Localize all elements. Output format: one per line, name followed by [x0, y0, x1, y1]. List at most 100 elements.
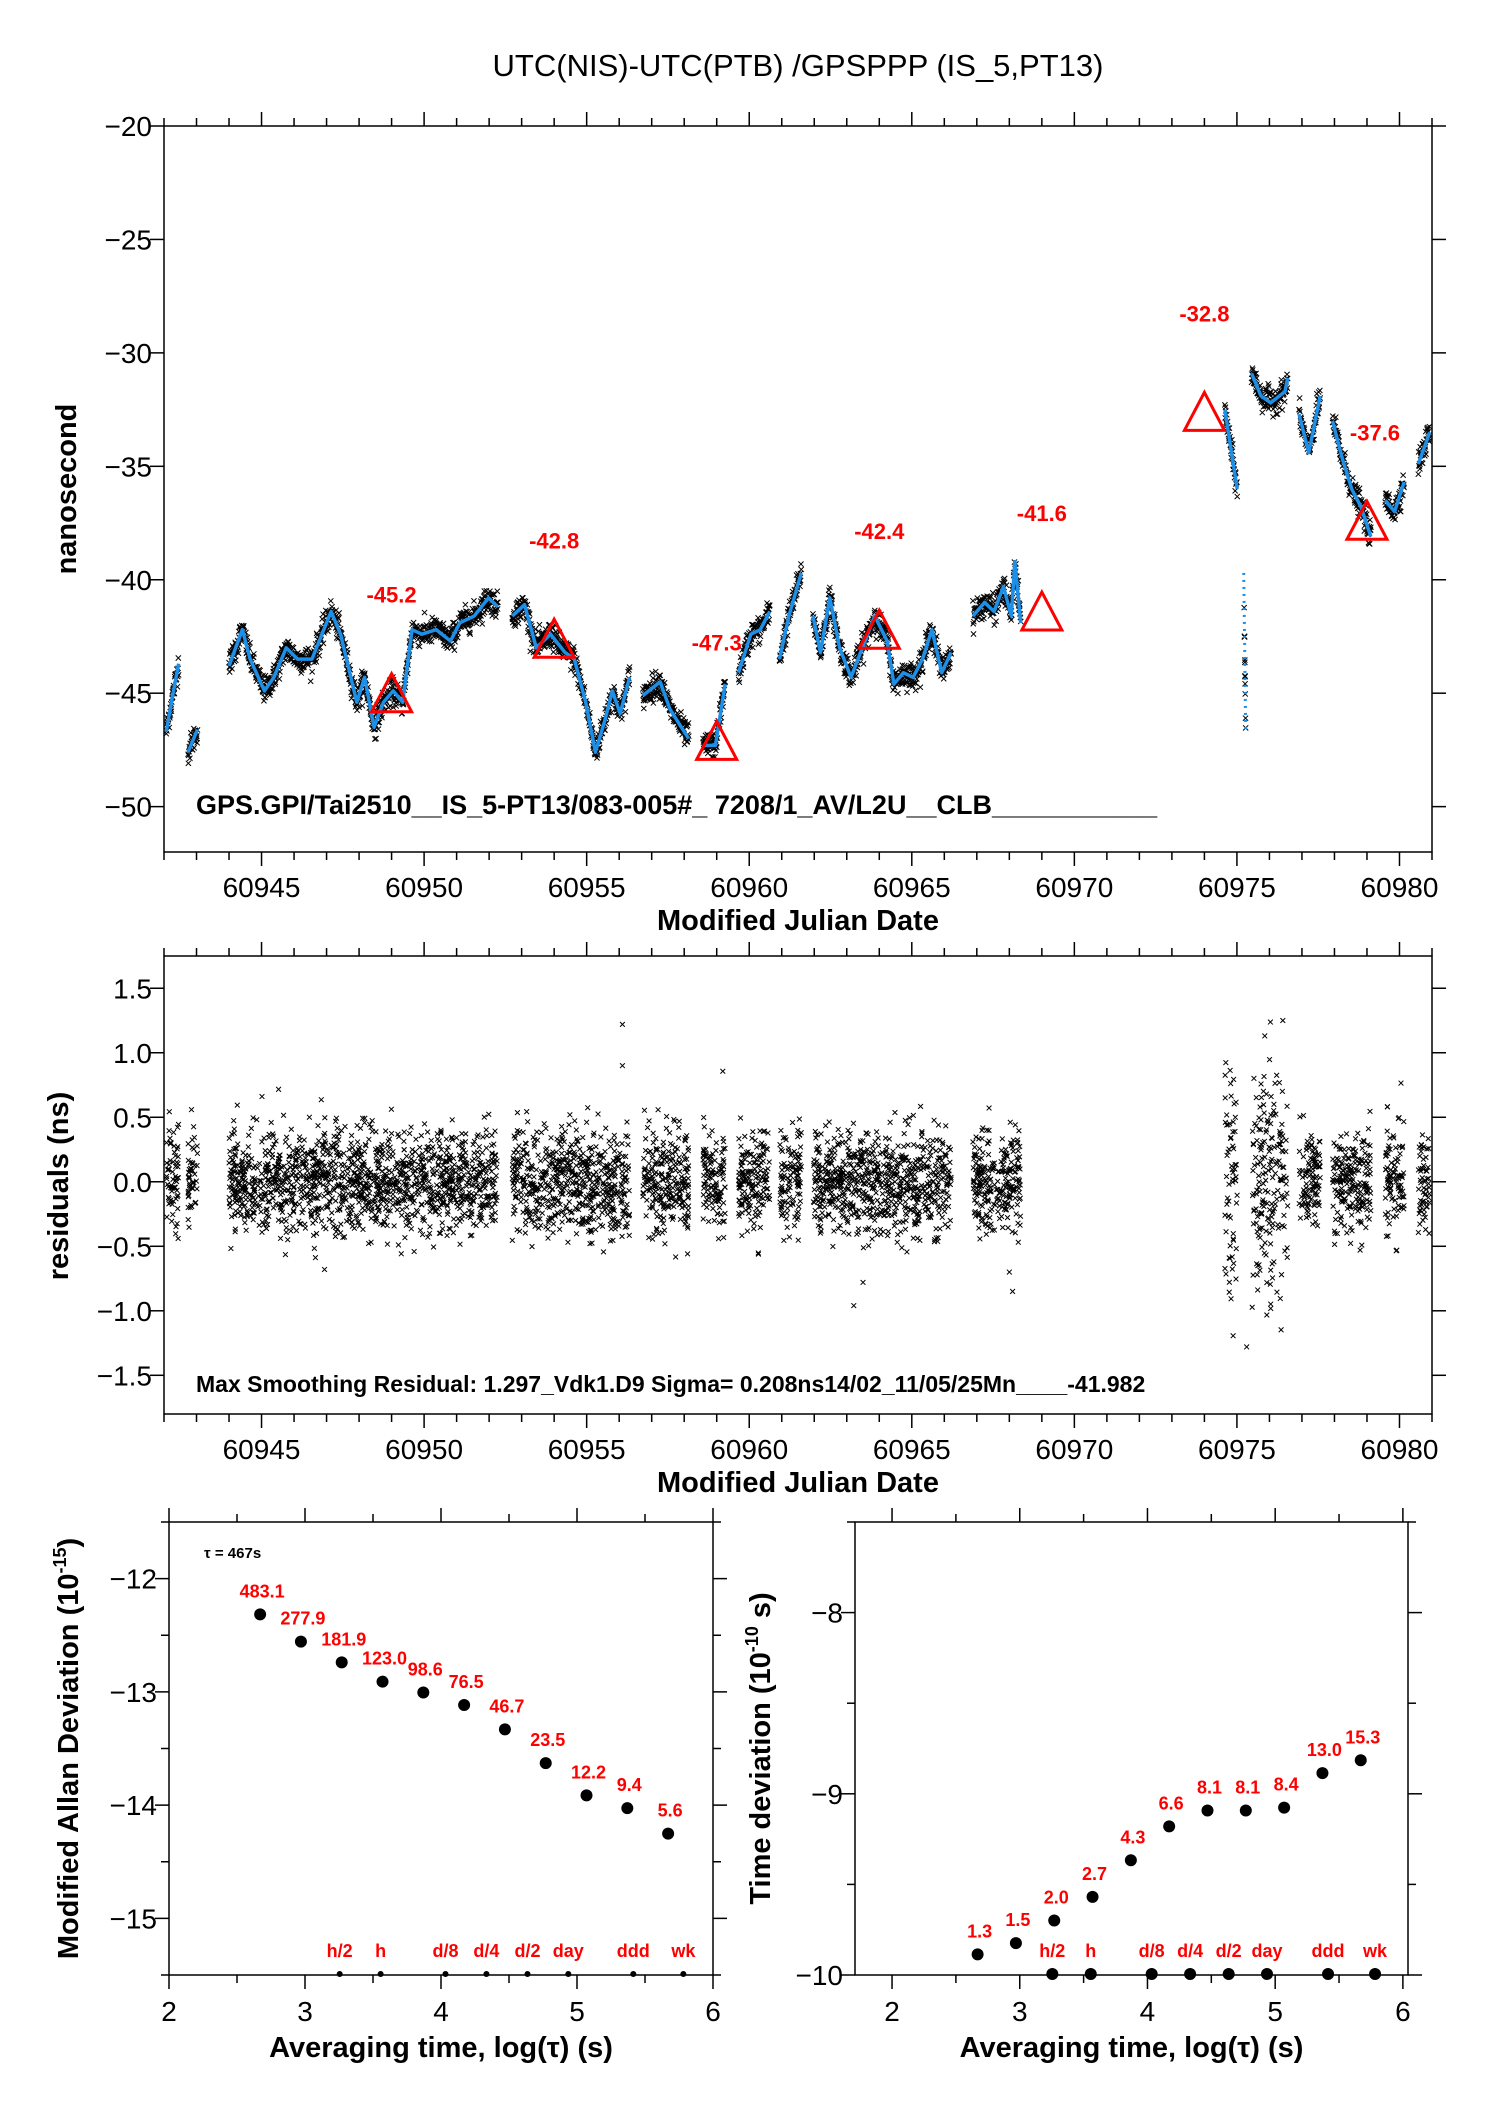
data-point — [449, 644, 456, 651]
data-point — [232, 657, 239, 664]
y-tick-label: −0.5 — [97, 1231, 152, 1262]
residual-point — [388, 1130, 395, 1137]
data-point — [1316, 387, 1323, 394]
smoothed-trace — [164, 372, 1432, 754]
residual-point — [306, 1114, 313, 1120]
y-tick-label: −1.0 — [97, 1296, 152, 1327]
data-point — [336, 610, 343, 616]
residual-point — [550, 1229, 556, 1236]
residual-point — [428, 1137, 434, 1144]
residual-point — [390, 1148, 396, 1155]
residual-point — [259, 1093, 265, 1100]
residual-point — [409, 1151, 415, 1157]
residual-point — [577, 1146, 583, 1152]
residual-point — [299, 1144, 305, 1150]
residual-point — [475, 1154, 482, 1161]
residual-point — [339, 1173, 346, 1180]
residual-point — [296, 1201, 303, 1208]
residual-point — [401, 1146, 407, 1153]
reference-triangle-marker — [1019, 588, 1065, 632]
residual-point — [349, 1203, 355, 1209]
data-point — [940, 675, 947, 682]
data-point — [335, 615, 342, 622]
residual-point — [232, 1199, 238, 1206]
data-point — [316, 652, 323, 659]
residual-point — [389, 1153, 396, 1159]
residual-point — [163, 1139, 170, 1146]
residual-point — [166, 1128, 172, 1134]
residual-point — [458, 1216, 465, 1222]
residual-point — [348, 1132, 355, 1139]
data-point — [240, 623, 247, 629]
residual-point — [522, 1230, 529, 1236]
data-point — [1276, 404, 1283, 411]
data-point — [257, 667, 264, 674]
residual-point — [492, 1128, 498, 1134]
residual-point — [265, 1150, 271, 1157]
data-point — [479, 620, 486, 627]
data-point — [267, 689, 274, 696]
data-point — [229, 665, 235, 672]
residual-point — [186, 1224, 192, 1230]
x-tick-label: 60950 — [385, 872, 463, 903]
x-tick-label: 60945 — [223, 872, 301, 903]
residual-point — [385, 1148, 391, 1155]
data-point — [618, 715, 625, 722]
data-point — [466, 629, 473, 636]
residual-point — [395, 1161, 401, 1167]
residual-point — [625, 1163, 632, 1169]
data-point — [416, 643, 423, 650]
x-tick-label: 60950 — [385, 1434, 463, 1465]
residual-point — [237, 1208, 243, 1215]
residual-point — [414, 1186, 421, 1193]
residual-point — [484, 1132, 490, 1139]
data-point — [393, 703, 400, 709]
residual-point — [401, 1129, 407, 1135]
residual-point — [410, 1200, 416, 1206]
residual-point — [481, 1114, 488, 1120]
residual-point — [401, 1138, 407, 1145]
residual-point — [489, 1132, 495, 1139]
residual-point — [356, 1199, 362, 1206]
residual-point — [398, 1212, 405, 1218]
data-point — [650, 675, 656, 682]
residual-point — [245, 1132, 252, 1139]
y-tick-label: 0.0 — [113, 1167, 152, 1198]
residual-point — [169, 1211, 176, 1218]
data-point — [622, 708, 629, 715]
data-point — [309, 668, 316, 675]
residual-point — [348, 1219, 355, 1225]
data-point — [290, 644, 297, 651]
residual-point — [268, 1119, 274, 1126]
x-axis-title: Modified Julian Date — [657, 905, 939, 937]
residual-point — [518, 1199, 524, 1205]
data-point — [917, 684, 924, 691]
residual-point — [166, 1108, 173, 1115]
marker-value-label: -41.6 — [1017, 501, 1067, 526]
residual-point — [395, 1242, 402, 1248]
data-point — [1242, 672, 1248, 679]
residual-point — [284, 1167, 290, 1173]
residual-point — [530, 1134, 536, 1140]
data-point — [640, 705, 647, 712]
data-point — [185, 760, 192, 767]
x-tick-label: 60980 — [1361, 1434, 1439, 1465]
data-point — [1259, 409, 1266, 416]
residual-point — [457, 1241, 463, 1247]
data-point — [1342, 449, 1348, 456]
residual-point — [307, 1197, 313, 1203]
residual-point — [267, 1179, 273, 1185]
data-point — [440, 620, 447, 627]
residual-point — [462, 1131, 469, 1137]
data-point — [1296, 395, 1303, 401]
residual-point — [168, 1218, 175, 1225]
marker-value-label: -32.8 — [1179, 301, 1229, 326]
data-point — [1279, 407, 1286, 413]
residual-point — [291, 1184, 297, 1190]
residual-point — [483, 1222, 489, 1229]
residual-point — [302, 1225, 309, 1231]
residual-point — [424, 1129, 431, 1135]
y-tick-label: −50 — [105, 792, 153, 823]
data-point — [262, 694, 269, 701]
